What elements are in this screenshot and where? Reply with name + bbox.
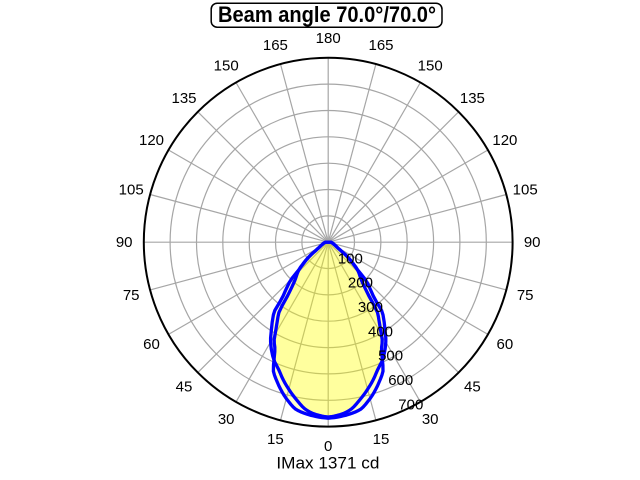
svg-text:100: 100 (338, 250, 363, 267)
svg-text:500: 500 (378, 348, 403, 365)
svg-text:75: 75 (517, 287, 534, 304)
svg-text:135: 135 (460, 90, 485, 107)
svg-text:165: 165 (263, 37, 288, 54)
svg-text:30: 30 (422, 411, 439, 428)
svg-text:90: 90 (524, 234, 541, 251)
svg-text:700: 700 (398, 396, 423, 413)
svg-text:45: 45 (464, 378, 481, 395)
svg-text:120: 120 (139, 132, 164, 149)
svg-text:90: 90 (116, 234, 133, 251)
svg-text:Beam angle 70.0°/70.0°: Beam angle 70.0°/70.0° (218, 2, 436, 27)
svg-text:75: 75 (123, 287, 140, 304)
svg-text:400: 400 (368, 323, 393, 340)
svg-text:60: 60 (143, 336, 160, 353)
svg-text:105: 105 (119, 181, 144, 198)
svg-text:600: 600 (388, 372, 413, 389)
svg-text:150: 150 (214, 58, 239, 75)
svg-text:45: 45 (176, 378, 193, 395)
svg-text:105: 105 (513, 181, 538, 198)
svg-text:60: 60 (497, 336, 514, 353)
svg-text:300: 300 (358, 299, 383, 316)
svg-text:30: 30 (218, 411, 235, 428)
svg-text:IMax 1371 cd: IMax 1371 cd (276, 454, 379, 473)
svg-text:150: 150 (418, 58, 443, 75)
svg-text:120: 120 (492, 132, 517, 149)
svg-text:15: 15 (267, 431, 284, 448)
svg-text:135: 135 (171, 90, 196, 107)
svg-text:15: 15 (373, 431, 390, 448)
svg-text:180: 180 (316, 30, 341, 47)
svg-text:200: 200 (348, 275, 373, 292)
svg-text:0: 0 (324, 438, 332, 455)
svg-text:165: 165 (368, 37, 393, 54)
